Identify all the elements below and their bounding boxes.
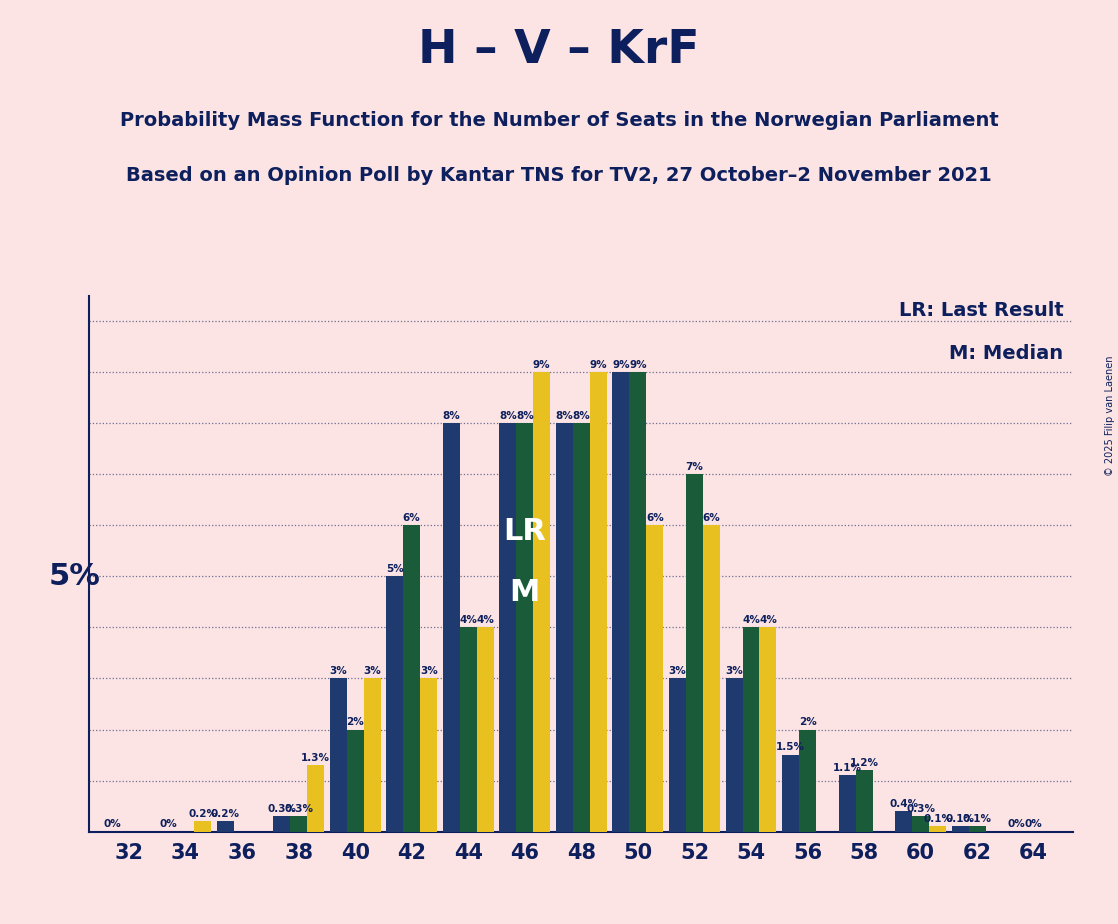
Bar (726, 678, 742, 832)
Bar (669, 678, 686, 832)
Text: 2%: 2% (798, 717, 816, 727)
Bar (556, 423, 572, 832)
Text: 9%: 9% (629, 359, 646, 370)
Bar (742, 627, 759, 832)
Text: 4%: 4% (459, 614, 477, 625)
Text: 1.1%: 1.1% (833, 763, 862, 772)
Bar (533, 372, 550, 832)
Text: 0.1%: 0.1% (963, 814, 992, 824)
Bar (590, 372, 607, 832)
Text: 8%: 8% (515, 411, 533, 420)
Text: M: Median: M: Median (949, 344, 1063, 363)
Bar (613, 372, 629, 832)
Text: 9%: 9% (589, 359, 607, 370)
Bar (291, 816, 307, 832)
Bar (968, 826, 986, 832)
Bar (195, 821, 211, 832)
Text: 3%: 3% (420, 666, 437, 676)
Bar (838, 775, 855, 832)
Text: 6%: 6% (402, 513, 420, 523)
Bar (387, 577, 404, 832)
Bar (629, 372, 646, 832)
Text: 4%: 4% (759, 614, 777, 625)
Text: 6%: 6% (702, 513, 720, 523)
Bar (347, 730, 363, 832)
Text: LR: LR (503, 517, 547, 546)
Text: 3%: 3% (330, 666, 347, 676)
Text: 8%: 8% (556, 411, 574, 420)
Bar (912, 816, 929, 832)
Bar (646, 526, 663, 832)
Bar (307, 765, 324, 832)
Text: 0.2%: 0.2% (188, 808, 217, 819)
Text: 0%: 0% (103, 819, 121, 829)
Text: 1.3%: 1.3% (301, 753, 330, 762)
Bar (759, 627, 776, 832)
Text: 2%: 2% (347, 717, 364, 727)
Text: 0%: 0% (1007, 819, 1025, 829)
Text: 0%: 0% (1025, 819, 1043, 829)
Bar (500, 423, 517, 832)
Bar (896, 811, 912, 832)
Text: 0.1%: 0.1% (923, 814, 953, 824)
Text: 5%: 5% (386, 564, 404, 574)
Text: 4%: 4% (476, 614, 494, 625)
Text: 0.4%: 0.4% (889, 798, 918, 808)
Text: 0.1%: 0.1% (946, 814, 975, 824)
Bar (799, 730, 816, 832)
Bar (703, 526, 720, 832)
Bar (330, 678, 347, 832)
Text: 9%: 9% (613, 359, 629, 370)
Bar (517, 423, 533, 832)
Text: Based on an Opinion Poll by Kantar TNS for TV2, 27 October–2 November 2021: Based on an Opinion Poll by Kantar TNS f… (126, 166, 992, 186)
Text: LR: Last Result: LR: Last Result (899, 301, 1063, 320)
Text: 8%: 8% (499, 411, 517, 420)
Bar (951, 826, 968, 832)
Text: 0.3%: 0.3% (267, 804, 296, 814)
Text: 8%: 8% (443, 411, 461, 420)
Text: 0.3%: 0.3% (906, 804, 935, 814)
Bar (855, 771, 872, 832)
Text: 1.2%: 1.2% (850, 758, 879, 768)
Bar (443, 423, 459, 832)
Text: 0.2%: 0.2% (210, 808, 239, 819)
Text: M: M (510, 578, 540, 607)
Text: 9%: 9% (533, 359, 550, 370)
Text: Probability Mass Function for the Number of Seats in the Norwegian Parliament: Probability Mass Function for the Number… (120, 111, 998, 130)
Text: 6%: 6% (646, 513, 664, 523)
Bar (783, 755, 799, 832)
Bar (686, 474, 703, 832)
Text: H – V – KrF: H – V – KrF (418, 28, 700, 73)
Text: 4%: 4% (742, 614, 760, 625)
Text: 1.5%: 1.5% (776, 743, 805, 752)
Bar (217, 821, 234, 832)
Text: 3%: 3% (363, 666, 381, 676)
Text: 8%: 8% (572, 411, 590, 420)
Bar (273, 816, 291, 832)
Bar (476, 627, 494, 832)
Bar (420, 678, 437, 832)
Text: © 2025 Filip van Laenen: © 2025 Filip van Laenen (1106, 356, 1115, 476)
Text: 3%: 3% (726, 666, 742, 676)
Text: 7%: 7% (685, 462, 703, 472)
Text: 0%: 0% (160, 819, 178, 829)
Bar (459, 627, 476, 832)
Bar (363, 678, 380, 832)
Text: 3%: 3% (669, 666, 686, 676)
Bar (929, 826, 946, 832)
Bar (404, 526, 420, 832)
Text: 5%: 5% (49, 562, 101, 591)
Bar (572, 423, 590, 832)
Text: 0.3%: 0.3% (284, 804, 313, 814)
